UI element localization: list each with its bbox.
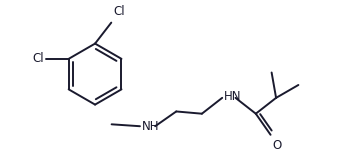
Text: Cl: Cl: [32, 52, 44, 65]
Text: HN: HN: [224, 90, 242, 103]
Text: Cl: Cl: [113, 5, 125, 18]
Text: O: O: [272, 139, 282, 152]
Text: NH: NH: [142, 120, 159, 133]
